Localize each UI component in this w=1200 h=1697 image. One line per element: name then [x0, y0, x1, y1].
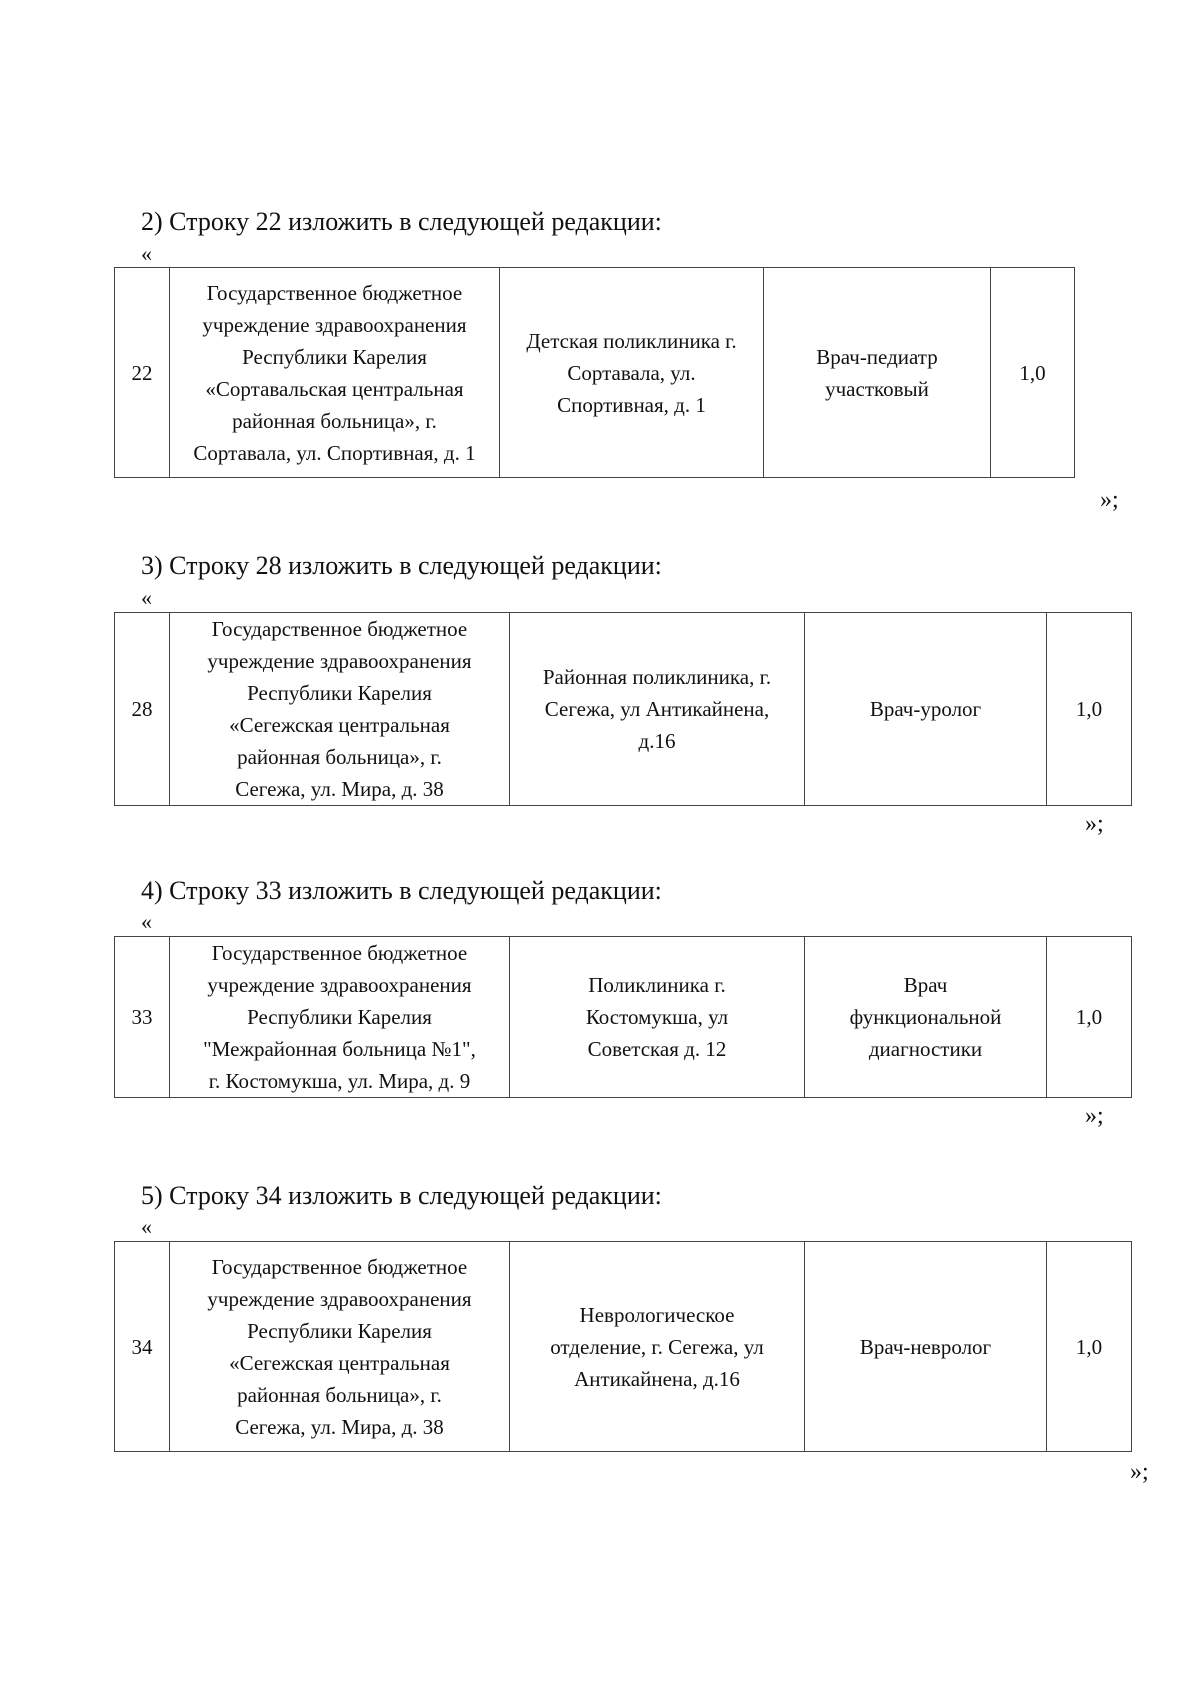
section-heading: 3) Строку 28 изложить в следующей редакц…: [141, 551, 662, 580]
cell-line: функциональной: [849, 1005, 1002, 1029]
row-number-cell: 34: [114, 1241, 170, 1452]
open-quote: «: [141, 909, 152, 934]
close-quote: »;: [1130, 1459, 1149, 1485]
position-cell: Врач-педиатр участковый: [763, 267, 991, 478]
cell-line: Республики Карелия: [247, 1005, 432, 1029]
cell-line: г. Костомукша, ул. Мира, д. 9: [208, 1069, 471, 1093]
position-cell: Врач функциональной диагностики: [804, 936, 1047, 1098]
cell-line: Районная поликлиника, г.: [542, 665, 772, 689]
open-quote: «: [141, 241, 152, 266]
cell-line: районная больница», г.: [237, 1382, 442, 1407]
rate-cell: 1,0: [1046, 1241, 1132, 1452]
cell-line: Сортавала, ул. Спортивная, д. 1: [193, 440, 476, 465]
replacement-row-table: 28 Государственное бюджетное учреждение зд…: [114, 612, 1132, 806]
cell-line: диагностики: [868, 1037, 983, 1061]
organization-cell: Государственное бюджетное учреждение здра…: [169, 612, 510, 806]
cell-line: Неврологическое: [579, 1302, 735, 1327]
cell-line: учреждение здравоохранения: [202, 312, 467, 337]
table-row: 33 Государственное бюджетное учреждение зд…: [114, 936, 1132, 1098]
cell-line: Детская поликлиника г.: [526, 328, 737, 353]
cell-line: Врач-уролог: [869, 697, 982, 721]
cell-line: Сортавала, ул.: [567, 360, 696, 385]
cell-line: Государственное бюджетное: [211, 1254, 468, 1279]
replacement-row-table: 34 Государственное бюджетное учреждение зд…: [114, 1241, 1132, 1452]
cell-line: д.16: [638, 729, 676, 753]
cell-line: Врач: [903, 973, 948, 997]
replacement-row-table: 33 Государственное бюджетное учреждение зд…: [114, 936, 1132, 1098]
cell-line: учреждение здравоохранения: [207, 973, 472, 997]
cell-line: Поликлиника г.: [588, 973, 726, 997]
section-heading: 5) Строку 34 изложить в следующей редакц…: [141, 1181, 662, 1210]
unit-cell: Детская поликлиника г. Сортавала, ул. Спор…: [499, 267, 764, 478]
cell-line: Республики Карелия: [247, 681, 432, 705]
organization-cell: Государственное бюджетное учреждение здра…: [169, 267, 500, 478]
cell-line: Государственное бюджетное: [211, 617, 468, 641]
cell-line: отделение, г. Сегежа, ул: [550, 1334, 764, 1359]
position-cell: Врач-невролог: [804, 1241, 1047, 1452]
cell-line: Государственное бюджетное: [211, 941, 468, 965]
cell-line: участковый: [825, 376, 929, 401]
section-heading: 2) Строку 22 изложить в следующей редакц…: [141, 207, 662, 236]
cell-line: Государственное бюджетное: [206, 280, 463, 305]
unit-cell: Неврологическое отделение, г. Сегежа, ул А…: [509, 1241, 805, 1452]
table-row: 28 Государственное бюджетное учреждение зд…: [114, 612, 1132, 806]
cell-line: районная больница», г.: [237, 745, 442, 769]
table-row: 22 Государственное бюджетное учреждение зд…: [114, 267, 1075, 478]
cell-line: Врач-невролог: [859, 1334, 992, 1359]
cell-line: Сегежа, ул. Мира, д. 38: [235, 777, 444, 801]
close-quote: »;: [1100, 487, 1119, 513]
section-heading: 4) Строку 33 изложить в следующей редакц…: [141, 876, 662, 905]
cell-line: учреждение здравоохранения: [207, 649, 472, 673]
cell-line: районная больница», г.: [232, 408, 437, 433]
cell-line: Спортивная, д. 1: [557, 392, 706, 417]
cell-line: Республики Карелия: [247, 1318, 432, 1343]
cell-line: Антикайнена, д.16: [574, 1366, 740, 1391]
close-quote: »;: [1085, 811, 1104, 837]
row-number-cell: 33: [114, 936, 170, 1098]
cell-line: Сегежа, ул. Мира, д. 38: [235, 1414, 444, 1439]
cell-line: "Межрайонная больница №1",: [203, 1037, 476, 1061]
organization-cell: Государственное бюджетное учреждение здра…: [169, 936, 510, 1098]
open-quote: «: [141, 1214, 152, 1239]
row-number-cell: 22: [114, 267, 170, 478]
cell-line: учреждение здравоохранения: [207, 1286, 472, 1311]
table-row: 34 Государственное бюджетное учреждение зд…: [114, 1241, 1132, 1452]
position-cell: Врач-уролог: [804, 612, 1047, 806]
unit-cell: Поликлиника г. Костомукша, ул Советская д.…: [509, 936, 805, 1098]
close-quote: »;: [1085, 1103, 1104, 1129]
cell-line: Республики Карелия: [242, 344, 427, 369]
row-number-cell: 28: [114, 612, 170, 806]
open-quote: «: [141, 585, 152, 610]
cell-line: «Сегежская центральная: [229, 713, 450, 737]
replacement-row-table: 22 Государственное бюджетное учреждение зд…: [114, 267, 1075, 478]
cell-line: Сегежа, ул Антикайнена,: [544, 697, 770, 721]
cell-line: «Сортавальская центральная: [205, 376, 464, 401]
cell-line: «Сегежская центральная: [229, 1350, 450, 1375]
unit-cell: Районная поликлиника, г. Сегежа, ул Антик…: [509, 612, 805, 806]
rate-cell: 1,0: [1046, 936, 1132, 1098]
cell-line: Врач-педиатр: [816, 344, 938, 369]
rate-cell: 1,0: [1046, 612, 1132, 806]
organization-cell: Государственное бюджетное учреждение здра…: [169, 1241, 510, 1452]
cell-line: Костомукша, ул: [585, 1005, 729, 1029]
cell-line: Советская д. 12: [587, 1037, 727, 1061]
rate-cell: 1,0: [990, 267, 1075, 478]
